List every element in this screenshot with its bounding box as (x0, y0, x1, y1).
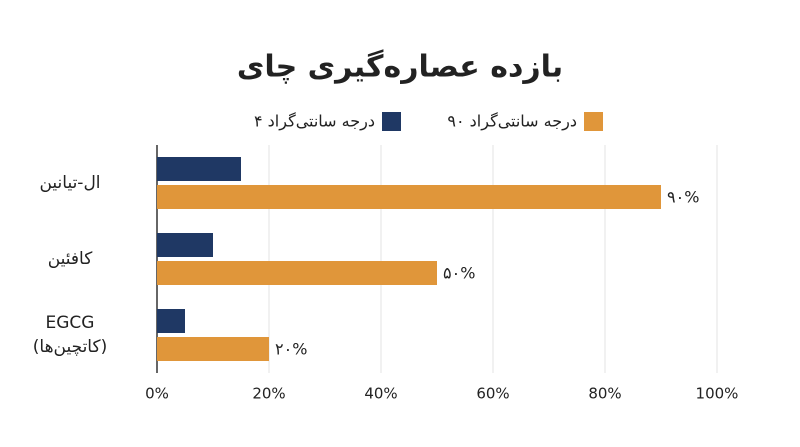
x-tick-label: 80% (588, 385, 621, 403)
y-tick-label: EGCG (کاتچین‌ها) (32, 313, 108, 357)
chart-title: بازده عصاره‌گیری چای (237, 49, 563, 85)
x-tick-label: 20% (252, 385, 285, 403)
value-label: ۹۰% (667, 188, 699, 207)
y-tick-label: کافئین (47, 249, 93, 269)
bar (157, 233, 213, 257)
x-tick-label: 40% (364, 385, 397, 403)
value-label: ۲۰% (275, 340, 307, 359)
y-tick-label: ال-تیانین (39, 173, 101, 193)
value-label: ۵۰% (443, 264, 475, 283)
bar (157, 157, 241, 181)
x-tick-label: 100% (696, 385, 739, 403)
legend-label: ۴ درجه سانتی‌گراد (254, 112, 375, 132)
legend-swatch (584, 112, 603, 131)
x-tick-label: 60% (476, 385, 509, 403)
bar (157, 185, 661, 209)
legend-swatch (382, 112, 401, 131)
x-tick-label: 0% (145, 385, 169, 403)
bar (157, 261, 437, 285)
bar (157, 309, 185, 333)
bar (157, 337, 269, 361)
legend-label: ۹۰ درجه سانتی‌گراد (447, 112, 577, 132)
